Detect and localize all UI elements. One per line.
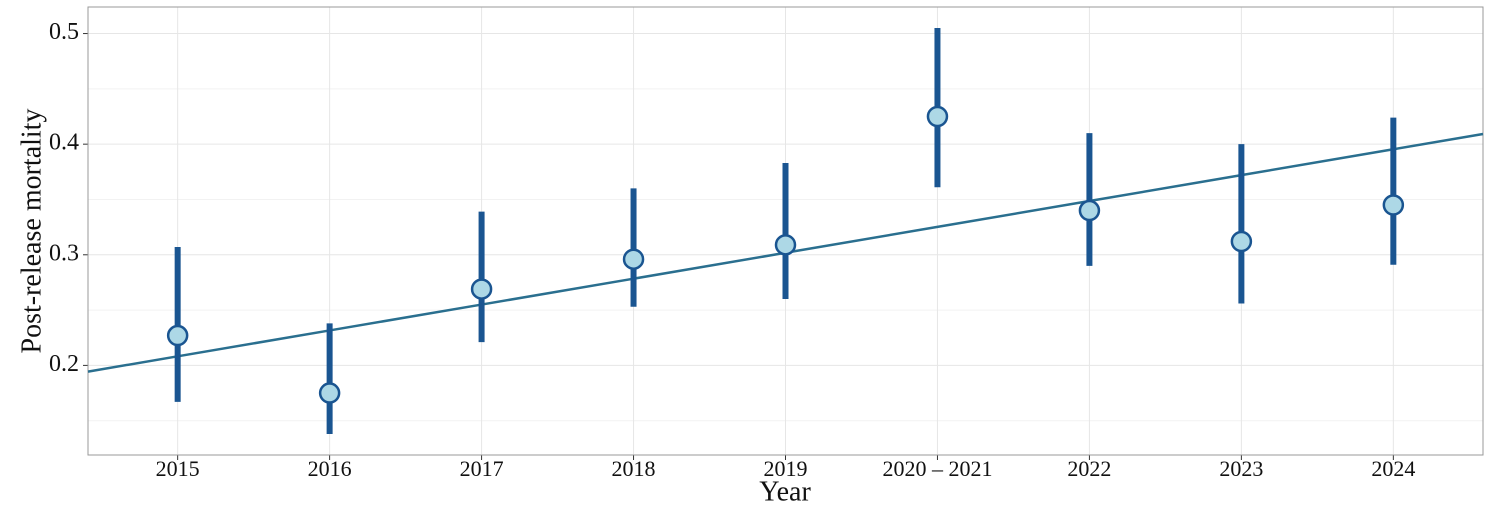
x-tick-label: 2023: [1219, 456, 1263, 481]
x-tick-label: 2024: [1371, 456, 1415, 481]
x-tick-label: 2019: [764, 456, 808, 481]
point: [926, 105, 949, 128]
x-tick-label: 2020 – 2021: [882, 456, 992, 481]
point: [166, 324, 189, 347]
y-tick-label: 0.4: [49, 130, 79, 156]
point: [774, 234, 797, 256]
x-tick-label: 2015: [156, 456, 200, 481]
point: [318, 382, 341, 404]
y-tick-label: 0.2: [49, 351, 79, 377]
y-axis-title: Post-release mortality: [16, 109, 47, 354]
point: [1078, 199, 1101, 222]
x-tick-label: 2018: [612, 456, 656, 481]
x-tick-label: 2016: [308, 456, 352, 481]
x-axis-title: Year: [759, 476, 811, 507]
point: [1382, 194, 1405, 216]
y-tick-label: 0.5: [49, 19, 79, 45]
point: [470, 278, 493, 300]
x-tick-label: 2022: [1067, 456, 1111, 481]
plot-border: [87, 6, 1484, 456]
x-tick-label: 2017: [460, 456, 504, 481]
point: [1230, 230, 1253, 253]
point: [622, 248, 645, 270]
y-tick-label: 0.3: [49, 240, 79, 266]
